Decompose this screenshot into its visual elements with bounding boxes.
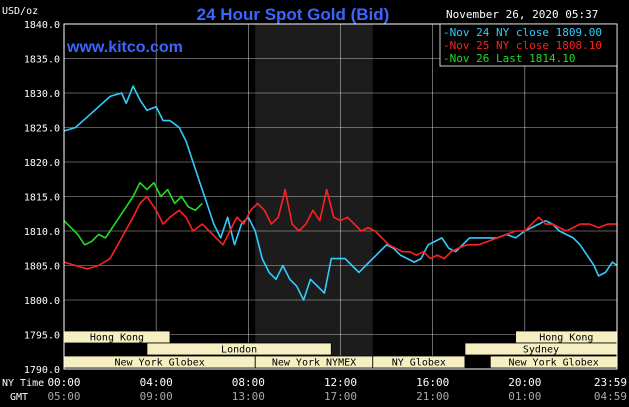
session-label: London	[221, 345, 257, 356]
session-label: NY Globex	[392, 358, 446, 369]
y-tick-label: 1815.0	[24, 193, 60, 204]
series-line-2	[63, 188, 617, 270]
series-line-3	[63, 181, 203, 246]
gmt-row-label: GMT	[10, 392, 28, 403]
session-label: Hong Kong	[539, 333, 593, 344]
legend: -Nov 24 NY close 1809.00-Nov 25 NY close…	[439, 23, 618, 67]
series-lines	[63, 85, 618, 301]
session-label: Hong Kong	[90, 333, 144, 344]
x-tick-gmt-label: 09:00	[140, 390, 173, 403]
session-label: New York NYMEX	[272, 358, 356, 369]
series-line-1	[63, 85, 618, 301]
x-tick-gmt-label: 13:00	[232, 390, 265, 403]
x-tick-ny-label: 16:00	[416, 376, 449, 389]
x-tick-ny-label: 04:00	[140, 376, 173, 389]
session-bars: Hong Kong Hong Kong London Sydney New York G…	[63, 330, 618, 369]
session-bar	[146, 342, 332, 356]
x-tick-gmt-label: 01:00	[508, 390, 541, 403]
session-label: New York Globex	[114, 358, 204, 369]
x-tick-gmt-label: 05:00	[47, 390, 80, 403]
legend-box	[439, 23, 618, 67]
x-tick-ny-label: 23:59	[594, 376, 627, 389]
session-label: New York Globex	[508, 358, 598, 369]
kitco-watermark: www.kitco.com	[66, 39, 183, 56]
y-tick-label: 1810.0	[24, 227, 60, 238]
y-tick-label: 1800.0	[24, 296, 60, 307]
x-tick-gmt-label: 04:59	[594, 390, 627, 403]
ny-time-row-label: NY Time	[2, 378, 44, 389]
legend-entry: -Nov 25 NY close 1808.10	[443, 39, 602, 52]
y-tick-label: 1820.0	[24, 158, 60, 169]
plot-frame	[63, 23, 618, 370]
legend-entry: -Nov 26 Last 1814.10	[443, 52, 575, 65]
session-bar	[372, 355, 466, 369]
chart-title: 24 Hour Spot Gold (Bid)	[197, 5, 390, 24]
x-tick-ny-label: 20:00	[508, 376, 541, 389]
x-tick-ny-label: 00:00	[47, 376, 80, 389]
y-tick-label: 1825.0	[24, 124, 60, 135]
x-tick-ny-label: 08:00	[232, 376, 265, 389]
session-label: Sydney	[523, 345, 559, 356]
y-axis-label: USD/oz	[2, 6, 38, 17]
y-tick-label: 1835.0	[24, 55, 60, 66]
y-tick-label: 1840.0	[24, 20, 60, 31]
chart-date: November 26, 2020 05:37	[446, 8, 598, 21]
y-tick-label: 1795.0	[24, 331, 60, 342]
x-tick-ny-label: 12:00	[324, 376, 357, 389]
legend-entry: -Nov 24 NY close 1809.00	[443, 26, 602, 39]
y-tick-label: 1830.0	[24, 89, 60, 100]
x-tick-gmt-label: 17:00	[324, 390, 357, 403]
y-tick-label: 1805.0	[24, 262, 60, 273]
y-tick-label: 1790.0	[24, 365, 60, 376]
y-tick-labels: 1840.0 1835.0 1830.0 1825.0 1820.0 1815.0 1810…	[24, 20, 60, 376]
x-tick-gmt-label: 21:00	[416, 390, 449, 403]
